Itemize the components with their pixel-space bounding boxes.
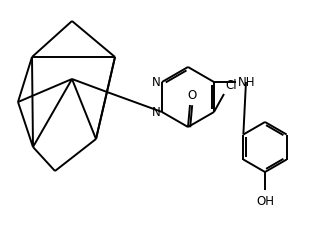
Text: OH: OH: [256, 194, 274, 207]
Text: NH: NH: [238, 76, 256, 89]
Text: N: N: [152, 106, 161, 119]
Text: O: O: [187, 89, 197, 101]
Text: N: N: [152, 76, 161, 89]
Text: Cl: Cl: [225, 79, 237, 92]
